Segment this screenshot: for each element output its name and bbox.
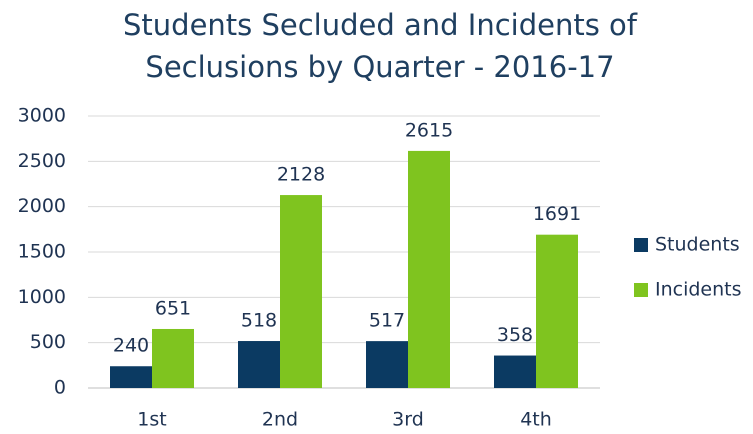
data-label: 517 [369, 310, 405, 332]
bar [110, 366, 152, 388]
y-tick-label: 2500 [18, 150, 66, 172]
bar [536, 234, 578, 388]
legend-swatch [634, 238, 648, 252]
x-tick-label: 3rd [392, 409, 424, 431]
chart-title: Students Secluded and Incidents of Seclu… [123, 8, 637, 84]
bar [280, 195, 322, 388]
legend-label: Students [655, 234, 740, 256]
data-label: 518 [241, 310, 277, 332]
bar [408, 150, 450, 388]
y-tick-label: 2000 [18, 195, 66, 217]
x-tick-label: 4th [520, 409, 552, 431]
y-tick-label: 1000 [18, 286, 66, 308]
data-label: 2615 [405, 119, 453, 141]
y-tick-label: 3000 [18, 105, 66, 127]
bar [494, 355, 536, 388]
data-label: 2128 [277, 164, 325, 186]
bar [152, 328, 194, 388]
bar [238, 341, 280, 388]
legend-swatch [634, 283, 648, 297]
x-tick-label: 1st [137, 409, 166, 431]
y-tick-label: 500 [30, 331, 66, 353]
data-label: 240 [113, 335, 149, 357]
data-label: 651 [155, 297, 191, 319]
data-label: 358 [497, 324, 533, 346]
y-tick-label: 1500 [18, 241, 66, 263]
bar [366, 341, 408, 388]
data-label: 1691 [533, 203, 581, 225]
legend-label: Incidents [655, 279, 742, 301]
x-tick-label: 2nd [262, 409, 298, 431]
y-tick-label: 0 [54, 377, 66, 399]
